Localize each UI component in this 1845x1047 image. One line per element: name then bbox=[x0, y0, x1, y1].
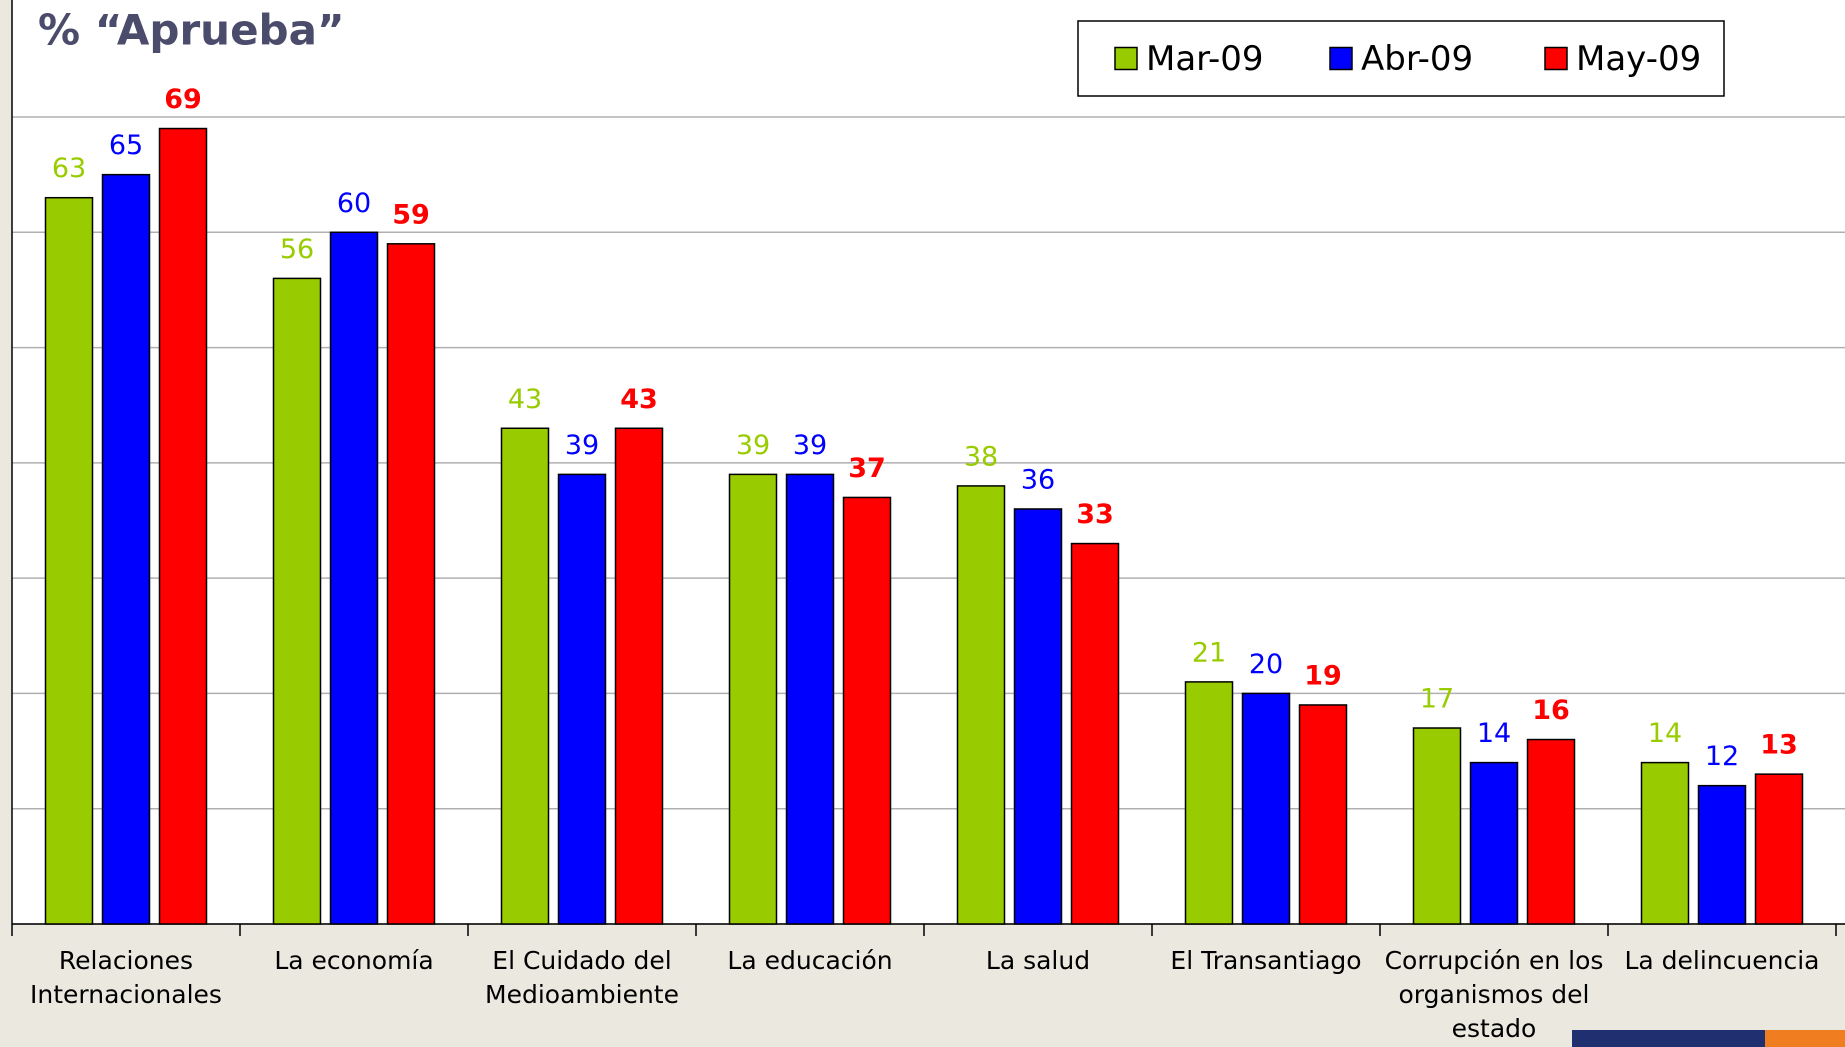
data-label: 17 bbox=[1420, 684, 1454, 715]
data-label: 39 bbox=[736, 430, 770, 461]
bar bbox=[956, 485, 1006, 925]
bar bbox=[1697, 784, 1747, 925]
bar bbox=[1640, 761, 1690, 925]
data-label: 21 bbox=[1192, 637, 1226, 668]
data-label: 60 bbox=[337, 188, 371, 219]
data-label: 43 bbox=[620, 384, 658, 415]
bar bbox=[44, 196, 94, 925]
data-label: 16 bbox=[1532, 695, 1570, 726]
bar bbox=[1526, 738, 1576, 925]
data-label: 13 bbox=[1760, 730, 1798, 761]
data-label: 65 bbox=[109, 130, 143, 161]
x-tick-label: El Cuidado del Medioambiente bbox=[485, 946, 679, 1009]
x-tick-label: El Transantiago bbox=[1170, 946, 1362, 975]
bar bbox=[1070, 542, 1120, 925]
bar bbox=[329, 231, 379, 925]
decor-bar bbox=[1572, 1030, 1765, 1047]
bar bbox=[500, 427, 550, 925]
bar bbox=[1241, 692, 1291, 925]
bar bbox=[785, 473, 835, 925]
data-label: 39 bbox=[793, 430, 827, 461]
bar bbox=[1412, 727, 1462, 925]
x-tick-label: La economía bbox=[274, 946, 434, 975]
data-label: 63 bbox=[52, 153, 86, 184]
decor-bar bbox=[1765, 1030, 1845, 1047]
legend-label: Abr-09 bbox=[1361, 39, 1473, 79]
legend-label: May-09 bbox=[1576, 39, 1701, 79]
bar bbox=[728, 473, 778, 925]
bar bbox=[1298, 704, 1348, 925]
chart-title: % “Aprueba” bbox=[38, 6, 345, 55]
x-tick-label: Relaciones Internacionales bbox=[30, 946, 222, 1009]
bar bbox=[557, 473, 607, 925]
bar bbox=[386, 243, 436, 925]
bar bbox=[614, 427, 664, 925]
legend-label: Mar-09 bbox=[1146, 39, 1264, 79]
x-tick-label: Corrupción en los organismos del estado bbox=[1384, 946, 1604, 1043]
data-label: 19 bbox=[1304, 660, 1342, 691]
data-label: 37 bbox=[848, 453, 886, 484]
data-label: 20 bbox=[1249, 649, 1283, 680]
data-label: 69 bbox=[164, 84, 202, 115]
bar bbox=[272, 277, 322, 925]
data-label: 56 bbox=[280, 234, 314, 265]
data-label: 38 bbox=[964, 441, 998, 472]
data-label: 36 bbox=[1021, 464, 1055, 495]
data-label: 12 bbox=[1705, 741, 1739, 772]
bar bbox=[101, 173, 151, 925]
bar bbox=[158, 127, 208, 925]
bar bbox=[1013, 508, 1063, 925]
data-label: 14 bbox=[1648, 718, 1682, 749]
bar bbox=[842, 496, 892, 925]
data-label: 59 bbox=[392, 199, 430, 230]
data-label: 14 bbox=[1477, 718, 1511, 749]
legend-box bbox=[1077, 20, 1725, 97]
x-tick-label: La salud bbox=[985, 946, 1091, 975]
x-tick-label: La educación bbox=[727, 946, 893, 975]
data-label: 39 bbox=[565, 430, 599, 461]
bar bbox=[1184, 681, 1234, 925]
data-label: 33 bbox=[1076, 499, 1114, 530]
bar bbox=[1469, 761, 1519, 925]
legend-swatch bbox=[1544, 46, 1568, 71]
bar bbox=[1754, 773, 1804, 925]
x-tick-label: La delincuencia bbox=[1624, 946, 1820, 975]
legend-swatch bbox=[1329, 46, 1353, 71]
legend-swatch bbox=[1114, 46, 1138, 71]
data-label: 43 bbox=[508, 384, 542, 415]
